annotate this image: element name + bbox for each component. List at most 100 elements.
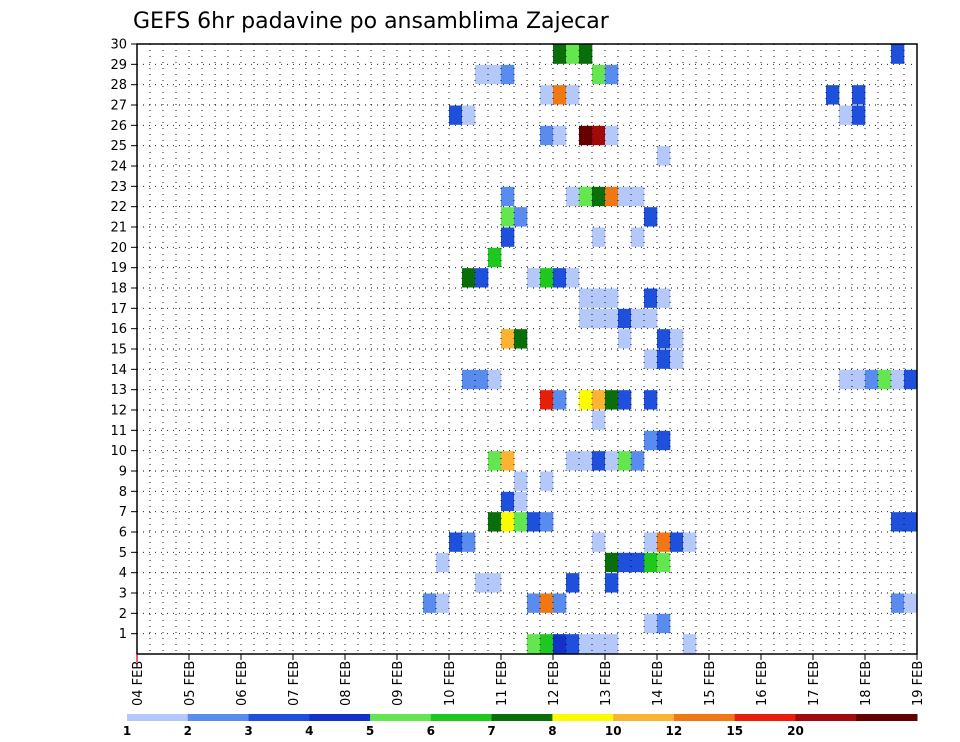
y-tick-label: 3 <box>119 587 127 602</box>
heatmap-cell <box>540 85 554 105</box>
heatmap-cell <box>553 125 567 146</box>
heatmap-cell <box>488 247 502 268</box>
heatmap-cell <box>670 329 684 349</box>
heatmap-cell <box>566 44 580 64</box>
heatmap-cell <box>865 369 879 390</box>
heatmap-cell <box>644 532 658 552</box>
heatmap-cell <box>553 268 567 288</box>
heatmap-cell <box>631 308 645 329</box>
heatmap-cell <box>657 613 671 634</box>
colorbar: 1 2 3 4 5 6 7 8 10 12 15 20 <box>123 714 918 738</box>
heatmap-cell <box>605 288 619 308</box>
heatmap-cell <box>540 125 554 146</box>
colorbar-label: 10 <box>605 724 622 738</box>
heatmap-cell <box>566 186 580 207</box>
heatmap-cell <box>553 390 567 410</box>
heatmap-cell <box>852 105 866 125</box>
colorbar-swatch <box>187 714 250 721</box>
heatmap-cell <box>631 451 645 471</box>
heatmap-cell <box>488 512 502 532</box>
heatmap-cell <box>670 532 684 552</box>
heatmap-cell <box>631 186 645 207</box>
heatmap-cell <box>618 390 632 410</box>
colorbar-swatch <box>309 714 371 721</box>
heatmap-cell <box>878 369 892 390</box>
y-tick-label: 30 <box>110 38 127 53</box>
x-tick-label: 13 FEB <box>599 661 614 706</box>
heatmap-cell <box>618 186 632 207</box>
heatmap-cell <box>657 288 671 308</box>
y-tick-label: 19 <box>110 261 127 276</box>
x-tick-label: 16 FEB <box>755 661 770 706</box>
heatmap-cell <box>475 64 489 85</box>
y-tick-label: 8 <box>119 485 127 500</box>
heatmap-cell <box>553 634 567 654</box>
heatmap-cell <box>605 125 619 146</box>
heatmap-cell <box>540 390 554 410</box>
heatmap-cell <box>891 593 905 613</box>
heatmap-cell <box>852 85 866 105</box>
y-tick-label: 20 <box>110 241 127 256</box>
colorbar-label: 2 <box>184 724 192 738</box>
colorbar-label: 6 <box>427 724 435 738</box>
x-tick-label: 05 FEB <box>183 661 198 706</box>
y-tick-label: 1 <box>119 627 127 642</box>
heatmap-cell <box>501 451 515 471</box>
heatmap-cell <box>618 552 632 573</box>
heatmap-cell <box>449 105 463 125</box>
heatmap-cell <box>579 44 593 64</box>
heatmap-cell <box>514 491 528 512</box>
x-tick-label: 17 FEB <box>807 661 822 706</box>
heatmap-cell <box>644 390 658 410</box>
heatmap-cell <box>657 532 671 552</box>
heatmap-cell <box>527 512 541 532</box>
y-tick-label: 13 <box>110 383 127 398</box>
heatmap-cell <box>553 44 567 64</box>
heatmap-cell <box>488 64 502 85</box>
heatmap-cell <box>839 105 853 125</box>
heatmap-cell <box>462 532 476 552</box>
heatmap-cell <box>579 451 593 471</box>
colorbar-label: 20 <box>787 724 804 738</box>
heatmap-cell <box>644 207 658 227</box>
chart-title: GEFS 6hr padavine po ansamblima Zajecar <box>133 9 610 34</box>
heatmap-cell <box>657 552 671 573</box>
y-tick-label: 27 <box>110 99 127 114</box>
heatmap-cell <box>657 349 671 369</box>
heatmap-cell <box>618 329 632 349</box>
y-tick-label: 15 <box>110 343 127 358</box>
heatmap-cell <box>501 491 515 512</box>
colorbar-swatch <box>734 714 796 721</box>
heatmap-cell <box>553 85 567 105</box>
y-tick-label: 10 <box>110 444 127 459</box>
heatmap-cell <box>904 512 918 532</box>
colorbar-label: 7 <box>487 724 495 738</box>
heatmap-cell <box>592 410 606 430</box>
y-tick-label: 25 <box>110 139 127 154</box>
heatmap-cell <box>826 85 840 105</box>
heatmap-cell <box>592 451 606 471</box>
heatmap-cell <box>423 593 437 613</box>
heatmap-cell <box>839 369 853 390</box>
y-tick-label: 17 <box>110 302 127 317</box>
colorbar-swatch <box>552 714 614 721</box>
y-tick-label: 9 <box>119 465 127 480</box>
heatmap-cell <box>462 369 476 390</box>
x-tick-label: 06 FEB <box>235 661 250 706</box>
x-tick-label: 15 FEB <box>703 661 718 706</box>
heatmap-cell <box>579 634 593 654</box>
y-axis: 1234567891011121314151617181920212223242… <box>110 38 137 642</box>
heatmap-cell <box>592 532 606 552</box>
colorbar-label: 3 <box>244 724 252 738</box>
heatmap-cell <box>501 207 515 227</box>
y-tick-label: 29 <box>110 58 127 73</box>
heatmap-cell <box>618 308 632 329</box>
heatmap-cell <box>579 186 593 207</box>
heatmap-cell <box>436 593 450 613</box>
y-tick-label: 2 <box>119 607 127 622</box>
x-tick-label: 07 FEB <box>287 661 302 706</box>
heatmap-cell <box>514 329 528 349</box>
heatmap-cell <box>475 369 489 390</box>
heatmap-cell <box>501 227 515 247</box>
x-tick-label: 14 FEB <box>651 661 666 706</box>
